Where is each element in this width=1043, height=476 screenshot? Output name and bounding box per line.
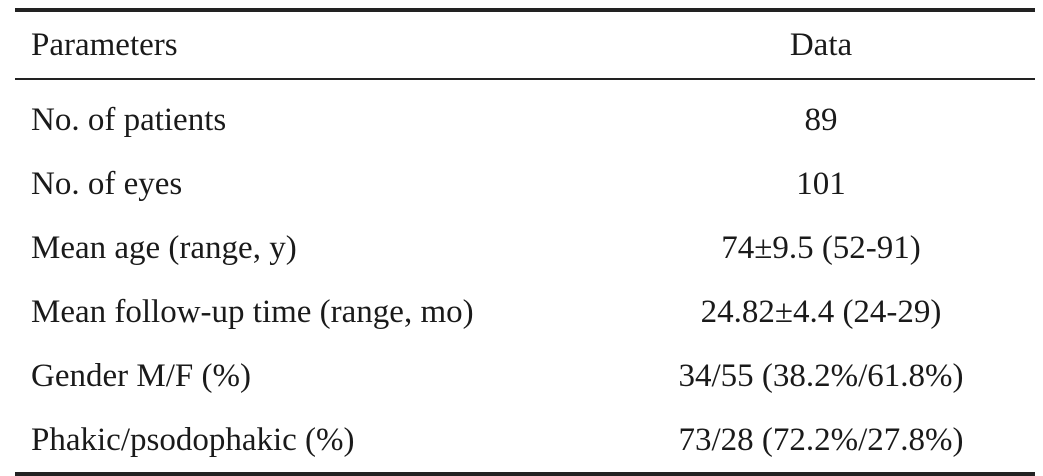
page: Parameters Data No. of patients 89 No. of e… xyxy=(15,10,1035,474)
table-row: No. of eyes 101 xyxy=(15,152,1035,216)
data-table: Parameters Data No. of patients 89 No. of e… xyxy=(15,8,1035,476)
table-row: Gender M/F (%) 34/55 (38.2%/61.8%) xyxy=(15,344,1035,408)
header-row: Parameters Data xyxy=(15,10,1035,79)
table-cell: 89 xyxy=(804,101,838,138)
table-row: Mean follow-up time (range, mo) 24.82±4.4… xyxy=(15,280,1035,344)
table-cell: Mean follow-up time (range, mo) xyxy=(31,293,474,330)
table-cell: 74±9.5 (52-91) xyxy=(721,229,921,266)
table-cell: 101 xyxy=(796,165,846,202)
table-cell: Gender M/F (%) xyxy=(31,357,251,394)
table-cell: Mean age (range, y) xyxy=(31,229,297,266)
table-cell: No. of patients xyxy=(31,101,227,138)
table-row: Mean age (range, y) 74±9.5 (52-91) xyxy=(15,216,1035,280)
table-cell: No. of eyes xyxy=(31,165,183,202)
header-cell: Parameters xyxy=(31,26,178,63)
table-row: No. of patients 89 xyxy=(15,79,1035,152)
table-body: No. of patients 89 No. of eyes 101 Mean age … xyxy=(15,79,1035,474)
table-cell: 24.82±4.4 (24-29) xyxy=(700,293,942,330)
header-cell: Data xyxy=(789,26,853,63)
table-cell: 34/55 (38.2%/61.8%) xyxy=(678,357,964,394)
table-cell: 73/28 (72.2%/27.8%) xyxy=(678,421,964,458)
table-row: Phakic/psodophakic (%) 73/28 (72.2%/27.8%… xyxy=(15,408,1035,474)
table-cell: Phakic/psodophakic (%) xyxy=(31,421,355,458)
